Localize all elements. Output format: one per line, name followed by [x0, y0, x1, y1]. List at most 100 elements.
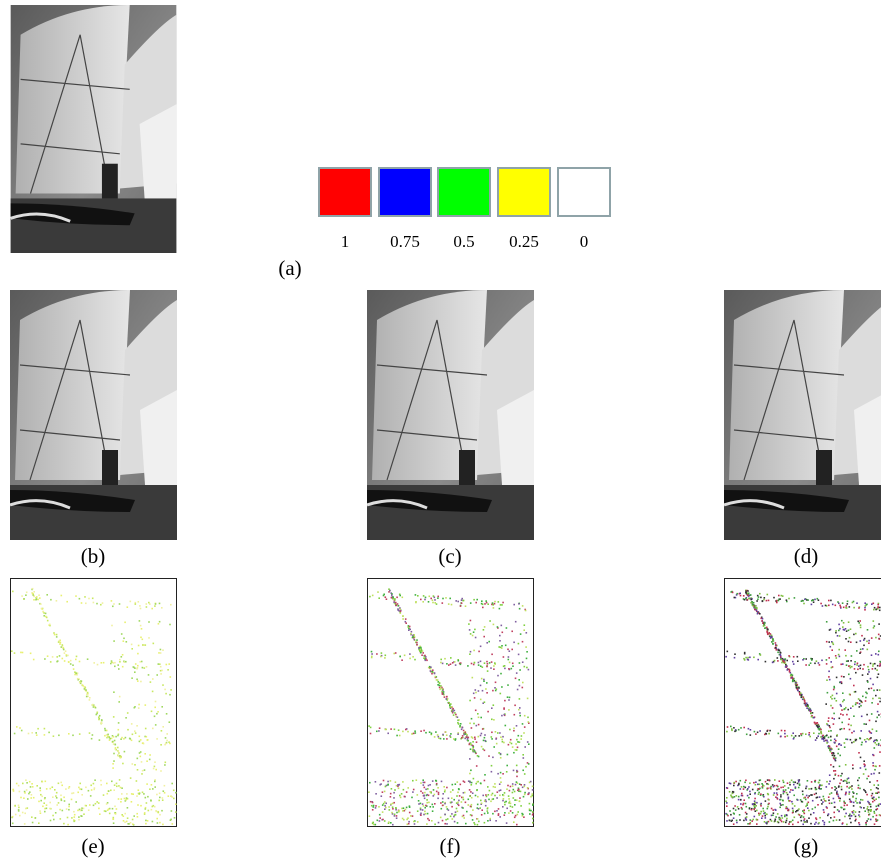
map-pixel: [379, 814, 381, 816]
map-pixel: [391, 594, 393, 596]
map-pixel: [879, 607, 881, 609]
map-pixel: [385, 786, 387, 788]
map-pixel: [868, 818, 870, 820]
map-pixel: [778, 733, 780, 735]
map-pixel: [49, 624, 51, 626]
map-pixel: [757, 784, 759, 786]
map-pixel: [75, 659, 77, 661]
map-pixel: [496, 688, 498, 690]
map-pixel: [733, 791, 735, 793]
map-pixel: [865, 769, 867, 771]
map-pixel: [867, 806, 869, 808]
map-pixel: [113, 736, 115, 738]
map-pixel: [793, 795, 795, 797]
map-pixel: [729, 820, 731, 822]
map-pixel: [512, 663, 514, 665]
map-pixel: [859, 802, 861, 804]
map-pixel: [501, 739, 503, 741]
map-pixel: [173, 798, 175, 800]
map-pixel: [116, 783, 118, 785]
map-pixel: [136, 780, 138, 782]
map-pixel: [811, 788, 813, 790]
map-pixel: [58, 802, 60, 804]
map-pixel: [773, 794, 775, 796]
map-pixel: [425, 805, 427, 807]
map-pixel: [77, 792, 79, 794]
map-pixel: [870, 789, 872, 791]
map-pixel: [878, 744, 880, 746]
map-pixel: [803, 797, 805, 799]
legend-swatch: [498, 168, 550, 216]
map-pixel: [397, 605, 399, 607]
map-pixel: [383, 594, 385, 596]
map-pixel: [750, 599, 752, 601]
map-pixel: [774, 660, 776, 662]
map-pixel: [848, 724, 850, 726]
map-pixel: [849, 799, 851, 801]
map-pixel: [156, 794, 158, 796]
map-pixel: [161, 810, 163, 812]
map-pixel: [744, 782, 746, 784]
map-pixel: [442, 602, 444, 604]
map-pixel: [862, 696, 864, 698]
map-pixel: [743, 803, 745, 805]
map-pixel: [426, 802, 428, 804]
map-pixel: [458, 660, 460, 662]
map-pixel: [788, 823, 790, 825]
map-pixel: [873, 609, 875, 611]
map-pixel: [792, 808, 794, 810]
map-pixel: [155, 724, 157, 726]
map-pixel: [835, 630, 837, 632]
map-pixel: [758, 792, 760, 794]
map-pixel: [89, 699, 91, 701]
map-pixel: [21, 730, 23, 732]
map-pixel: [508, 656, 510, 658]
map-pixel: [500, 693, 502, 695]
map-pixel: [44, 811, 46, 813]
map-pixel: [830, 751, 832, 753]
map-pixel: [518, 679, 520, 681]
map-pixel: [130, 777, 132, 779]
map-pixel: [840, 606, 842, 608]
map-pixel: [532, 804, 534, 806]
map-pixel: [81, 602, 83, 604]
map-pixel: [493, 746, 495, 748]
map-pixel: [865, 605, 867, 607]
map-pixel: [487, 820, 489, 822]
map-pixel: [493, 719, 495, 721]
map-pixel: [848, 630, 850, 632]
map-pixel: [830, 646, 832, 648]
map-pixel: [818, 733, 820, 735]
map-pixel: [758, 793, 760, 795]
map-pixel: [733, 785, 735, 787]
map-pixel: [503, 742, 505, 744]
map-pixel: [516, 739, 518, 741]
map-pixel: [491, 732, 493, 734]
map-pixel: [782, 780, 784, 782]
map-pixel: [486, 666, 488, 668]
map-pixel: [749, 782, 751, 784]
map-pixel: [493, 786, 495, 788]
map-pixel: [848, 665, 850, 667]
map-pixel: [103, 794, 105, 796]
map-pixel: [140, 751, 142, 753]
map-pixel: [420, 813, 422, 815]
map-pixel: [784, 816, 786, 818]
map-pixel: [169, 721, 171, 723]
map-pixel: [458, 805, 460, 807]
map-pixel: [412, 635, 414, 637]
map-pixel: [876, 787, 878, 789]
map-pixel: [129, 738, 131, 740]
map-pixel: [373, 806, 375, 808]
map-pixel: [778, 788, 780, 790]
map-pixel: [760, 811, 762, 813]
map-pixel: [495, 820, 497, 822]
map-pixel: [132, 793, 134, 795]
map-pixel: [793, 784, 795, 786]
map-pixel: [749, 793, 751, 795]
map-pixel: [877, 608, 879, 610]
map-pixel: [830, 730, 832, 732]
map-pixel: [384, 791, 386, 793]
map-pixel: [521, 735, 523, 737]
map-pixel: [447, 818, 449, 820]
